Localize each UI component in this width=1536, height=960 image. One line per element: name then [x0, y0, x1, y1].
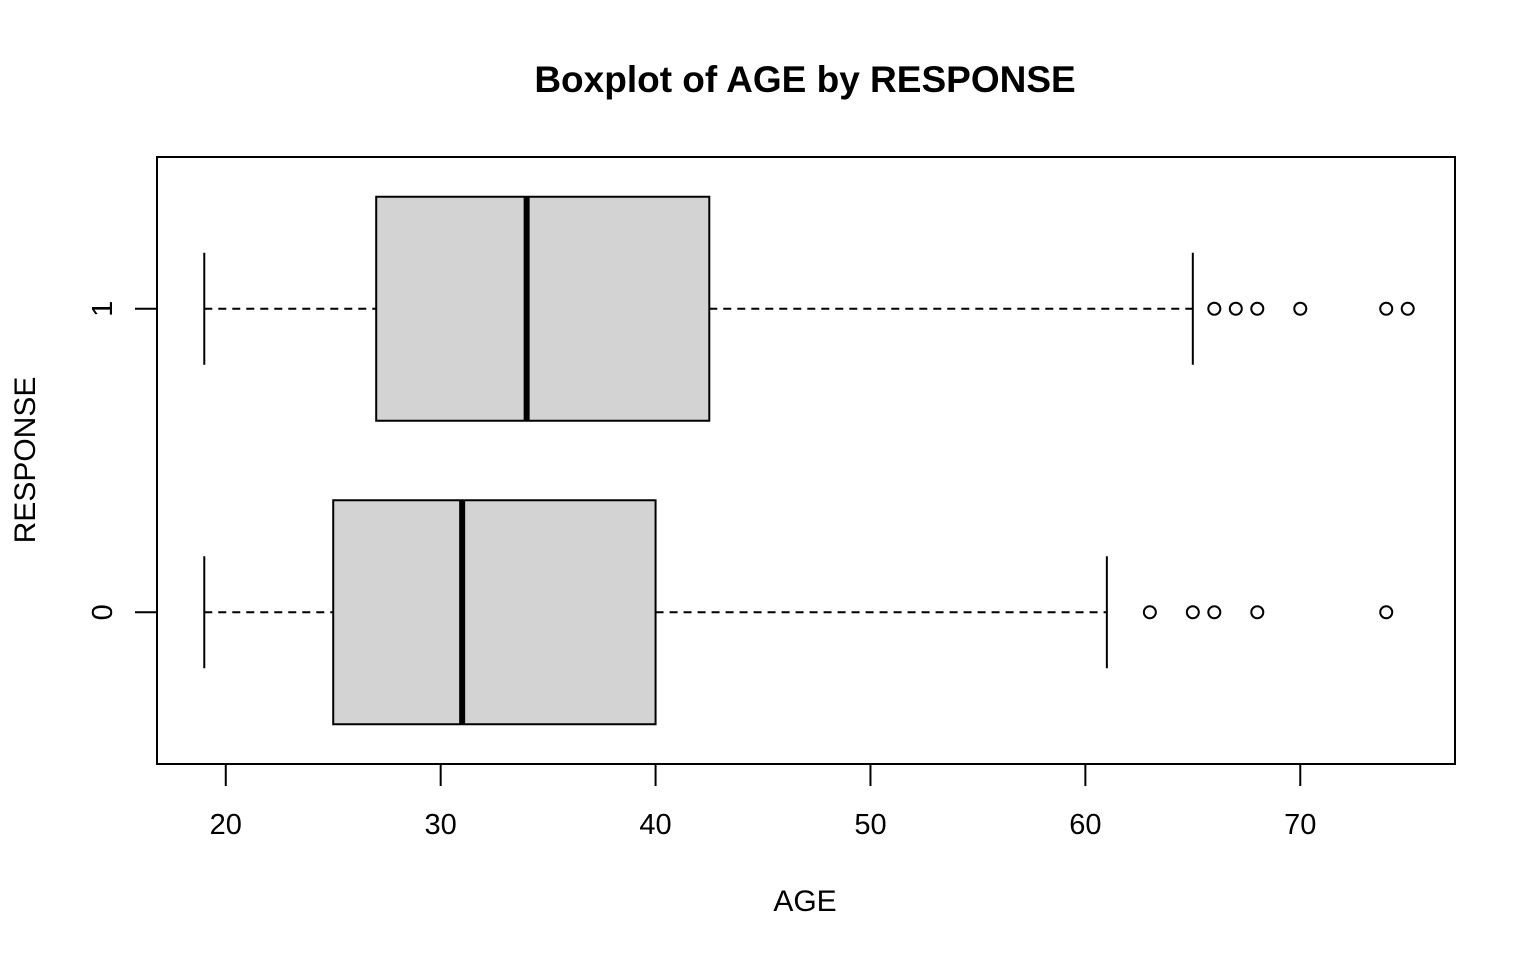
outlier-point: [1207, 301, 1222, 316]
box-group-0: [203, 499, 1394, 726]
y-tick-label: 0: [87, 604, 119, 620]
y-axis-label: RESPONSE: [9, 377, 42, 544]
outlier-point: [1379, 301, 1394, 316]
boxes-layer: [203, 195, 1415, 726]
x-tick-label: 70: [1284, 809, 1316, 841]
outlier-point: [1207, 605, 1222, 620]
iqr-box: [375, 195, 711, 422]
outlier-point: [1185, 605, 1200, 620]
x-axis: 20 30 40 50 60 70: [210, 763, 1316, 841]
outlier-point: [1400, 301, 1415, 316]
outlier-point: [1250, 301, 1265, 316]
outlier-point: [1250, 605, 1265, 620]
x-tick-label: 60: [1069, 809, 1101, 841]
outlier-point: [1142, 605, 1157, 620]
outlier-point: [1379, 605, 1394, 620]
y-axis: 01: [87, 301, 158, 620]
x-tick-label: 40: [639, 809, 671, 841]
x-tick-label: 30: [425, 809, 457, 841]
chart-title: Boxplot of AGE by RESPONSE: [534, 59, 1075, 100]
outlier-point: [1228, 301, 1243, 316]
x-tick-label: 50: [854, 809, 886, 841]
x-axis-label: AGE: [773, 885, 836, 918]
iqr-box: [332, 499, 657, 726]
y-tick-label: 1: [87, 301, 119, 317]
outlier-point: [1293, 301, 1308, 316]
box-group-1: [203, 195, 1415, 422]
x-tick-label: 20: [210, 809, 242, 841]
